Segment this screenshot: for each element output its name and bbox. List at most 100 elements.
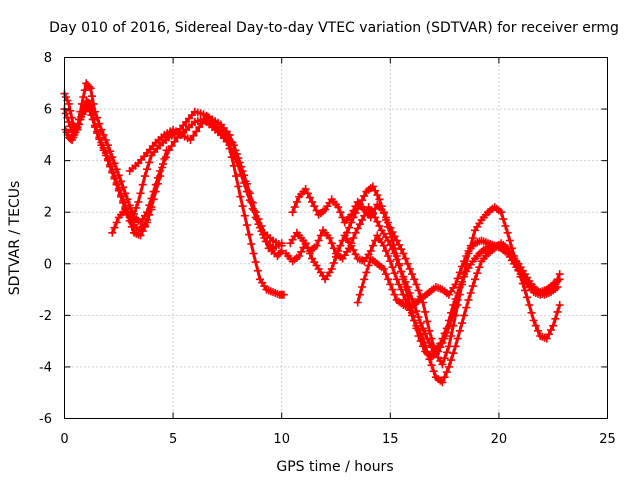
data-point-marker	[61, 93, 70, 101]
data-point-marker	[523, 293, 532, 302]
data-point-marker	[84, 102, 93, 111]
data-point-marker	[401, 283, 410, 291]
data-point-marker	[386, 229, 395, 238]
series-layer	[60, 79, 564, 387]
y-axis-title: SDTVAR / TECUs	[7, 181, 23, 296]
data-point-marker	[460, 257, 469, 266]
data-point-marker	[242, 221, 251, 230]
data-point-marker	[475, 263, 484, 272]
data-point-marker	[382, 215, 390, 224]
data-point-marker	[529, 316, 538, 325]
series-arc-e	[125, 112, 286, 260]
data-point-marker	[121, 189, 130, 198]
data-point-marker	[132, 203, 141, 212]
data-point-marker	[362, 268, 371, 277]
data-point-marker	[227, 153, 236, 162]
data-point-marker	[253, 266, 262, 275]
data-point-marker	[147, 194, 156, 203]
data-point-marker	[108, 228, 117, 237]
data-point-marker	[388, 236, 397, 245]
data-point-marker	[108, 167, 117, 175]
data-point-marker	[455, 326, 464, 335]
data-point-marker	[89, 99, 98, 108]
data-point-marker	[349, 234, 358, 242]
series-line	[288, 205, 559, 353]
data-point-marker	[455, 283, 464, 291]
data-point-marker	[414, 332, 423, 340]
data-point-marker	[395, 240, 403, 249]
data-point-marker	[292, 197, 301, 206]
data-point-marker	[240, 211, 249, 220]
data-point-marker	[438, 378, 447, 387]
data-point-marker	[351, 228, 360, 237]
data-point-marker	[235, 158, 244, 167]
data-point-marker	[250, 206, 259, 215]
data-point-marker	[114, 171, 123, 180]
data-point-marker	[355, 200, 364, 209]
data-point-marker	[308, 197, 317, 206]
data-point-marker	[161, 153, 170, 162]
data-point-marker	[249, 249, 258, 258]
data-point-marker	[427, 361, 436, 370]
data-point-marker	[108, 153, 117, 162]
data-point-marker	[423, 317, 432, 326]
data-point-marker	[303, 189, 312, 198]
data-point-marker	[534, 326, 542, 335]
data-point-marker	[103, 141, 112, 150]
series-line	[345, 184, 460, 359]
data-point-marker	[468, 282, 477, 291]
data-point-marker	[399, 275, 408, 284]
y-tick-label: -6	[39, 412, 52, 427]
data-point-marker	[347, 241, 356, 250]
data-point-marker	[442, 328, 451, 337]
data-point-marker	[351, 250, 360, 259]
x-tick-label: 10	[273, 432, 290, 447]
data-point-marker	[438, 338, 447, 347]
data-point-marker	[462, 252, 471, 260]
data-point-marker	[466, 289, 475, 297]
data-point-marker	[384, 222, 393, 231]
data-point-marker	[93, 113, 102, 122]
data-point-marker	[192, 127, 201, 136]
data-point-marker	[531, 321, 540, 330]
data-point-marker	[553, 275, 562, 284]
data-point-marker	[368, 241, 377, 250]
data-point-marker	[312, 241, 321, 250]
data-point-marker	[390, 269, 399, 278]
data-point-marker	[403, 259, 412, 268]
data-point-marker	[549, 285, 558, 294]
y-tick-label: 4	[44, 154, 52, 169]
data-point-marker	[310, 202, 319, 211]
data-point-marker	[353, 298, 362, 307]
data-point-marker	[112, 218, 121, 227]
data-point-marker	[110, 173, 119, 181]
data-point-marker	[453, 274, 462, 283]
data-point-marker	[345, 223, 353, 232]
data-point-marker	[527, 308, 536, 317]
data-point-marker	[364, 261, 373, 270]
data-point-marker	[110, 159, 119, 168]
data-point-marker	[544, 330, 553, 339]
data-point-marker	[453, 295, 462, 304]
y-tick-label: 0	[44, 257, 52, 272]
data-point-marker	[360, 191, 369, 200]
y-tick-label: 6	[44, 103, 52, 118]
data-point-marker	[458, 319, 466, 328]
data-point-marker	[449, 309, 458, 318]
data-point-marker	[95, 133, 104, 142]
data-point-marker	[261, 237, 270, 246]
data-point-marker	[440, 354, 449, 363]
data-point-marker	[112, 165, 121, 174]
data-point-marker	[458, 262, 466, 271]
data-point-marker	[358, 196, 367, 205]
data-point-marker	[453, 289, 462, 297]
data-point-marker	[279, 290, 288, 299]
data-point-marker	[140, 172, 149, 181]
data-point-marker	[353, 204, 362, 213]
data-point-marker	[93, 127, 102, 136]
data-point-marker	[366, 246, 375, 255]
data-point-marker	[327, 239, 336, 248]
data-point-marker	[349, 246, 358, 254]
data-point-marker	[153, 173, 162, 182]
data-point-marker	[451, 342, 460, 351]
